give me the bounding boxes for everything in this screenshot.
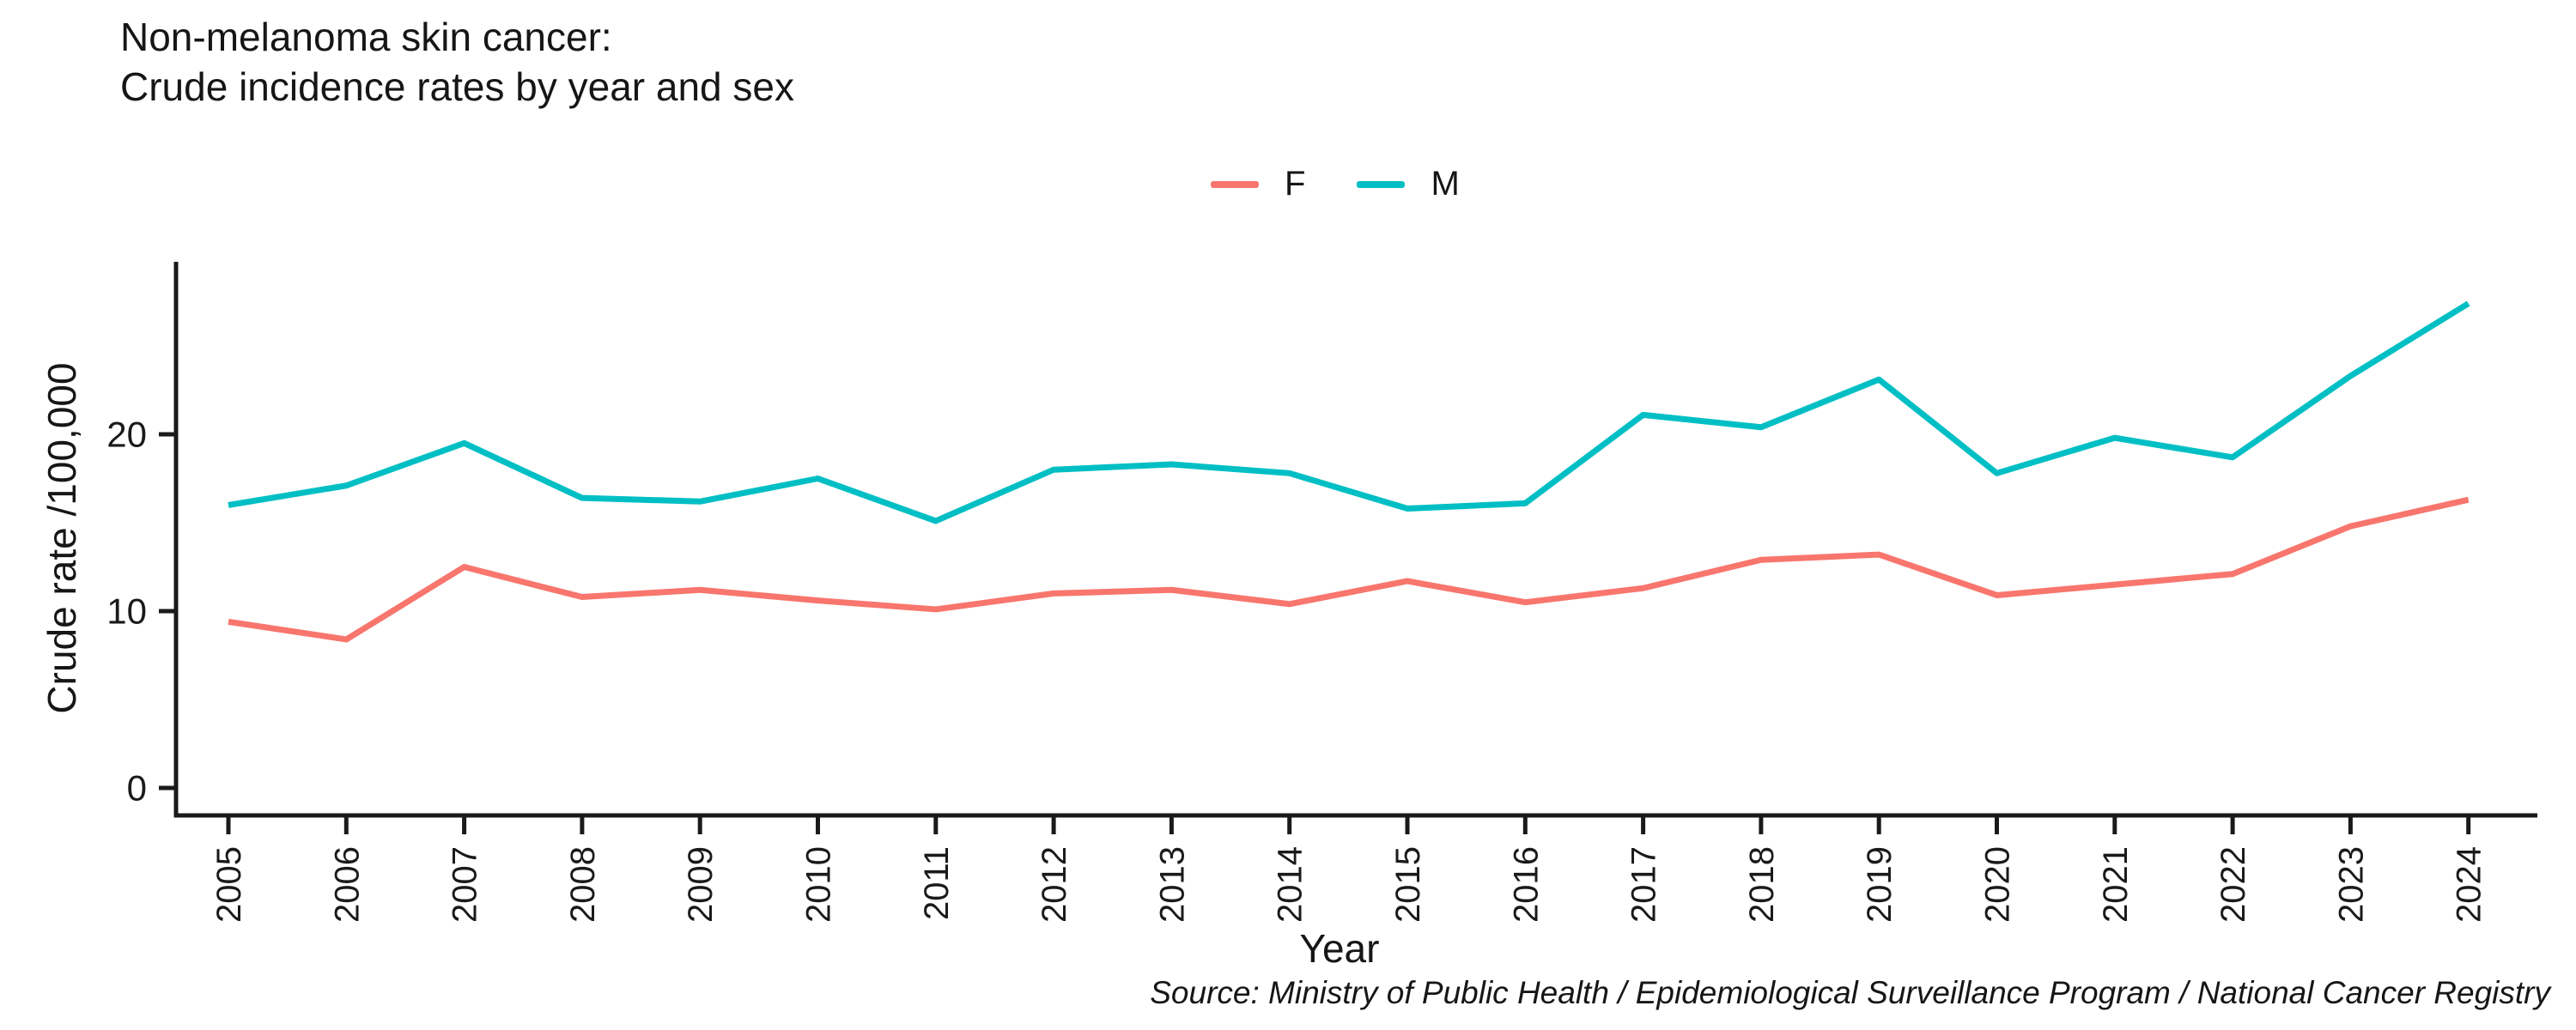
x-tick-label: 2005 xyxy=(210,846,248,923)
y-tick-label: 20 xyxy=(106,415,147,455)
x-tick-label: 2009 xyxy=(682,846,720,923)
x-tick-label: 2022 xyxy=(2215,846,2252,923)
legend: F M xyxy=(1211,165,1460,203)
x-tick-label: 2020 xyxy=(1979,846,2017,923)
x-tick-label: 2018 xyxy=(1743,846,1781,923)
y-axis-title: Crude rate /100,000 xyxy=(39,362,84,714)
chart-title-line1: Non-melanoma skin cancer: xyxy=(120,15,612,59)
x-tick-label: 2024 xyxy=(2451,846,2488,923)
x-tick-label: 2006 xyxy=(328,846,366,923)
x-tick-label: 2014 xyxy=(1272,846,1309,923)
x-axis-title: Year xyxy=(1299,926,1380,971)
x-tick-label: 2017 xyxy=(1625,846,1663,923)
legend-swatch-m xyxy=(1357,180,1406,188)
legend-label-m: M xyxy=(1431,165,1460,203)
chart-title: Non-melanoma skin cancer: Crude incidence… xyxy=(120,12,794,112)
y-tick-label: 10 xyxy=(106,591,147,632)
x-tick-label: 2015 xyxy=(1389,846,1427,923)
series-line-f xyxy=(228,496,2470,643)
x-tick-label: 2019 xyxy=(1861,846,1899,923)
series-line-m xyxy=(228,300,2470,524)
x-tick-label: 2010 xyxy=(800,846,838,923)
x-tick-label: 2023 xyxy=(2332,846,2370,923)
legend-item-m: M xyxy=(1357,165,1460,203)
legend-swatch-f xyxy=(1211,180,1259,188)
y-tick-label: 0 xyxy=(127,768,147,809)
x-tick-label: 2011 xyxy=(918,846,956,920)
legend-label-f: F xyxy=(1285,165,1306,203)
chart-title-line2: Crude incidence rates by year and sex xyxy=(120,64,794,109)
x-tick-label: 2007 xyxy=(447,846,484,923)
x-tick-label: 2013 xyxy=(1153,846,1191,923)
legend-item-f: F xyxy=(1211,165,1305,203)
x-tick-label: 2021 xyxy=(2097,846,2135,923)
x-tick-label: 2008 xyxy=(564,846,602,923)
x-tick-label: 2012 xyxy=(1036,846,1073,923)
x-tick-label: 2016 xyxy=(1507,846,1545,923)
source-note: Source: Ministry of Public Health / Epid… xyxy=(1150,975,2550,1010)
